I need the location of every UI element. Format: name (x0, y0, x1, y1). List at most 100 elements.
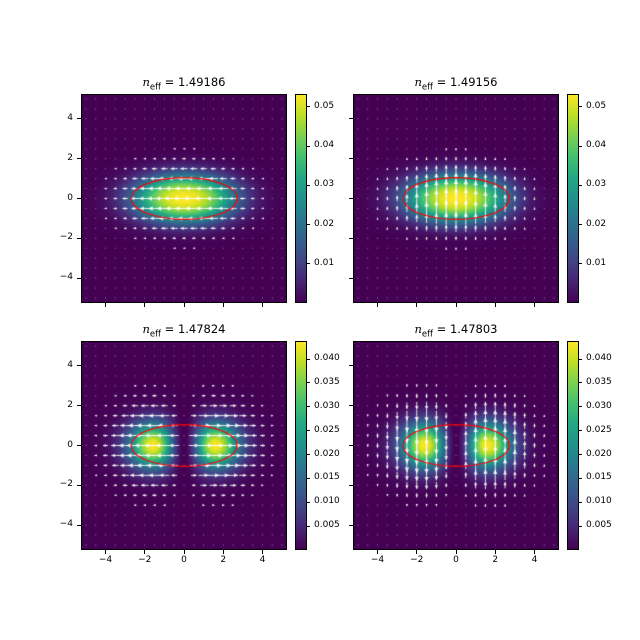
x-tick-label: 2 (220, 555, 227, 565)
tick-mark (307, 525, 310, 527)
colorbar-tick-label: 0.005 (314, 520, 340, 531)
colorbar-tick-label: 0.035 (586, 376, 612, 387)
tick-mark (105, 550, 107, 554)
y-tick-label: 4 (67, 112, 73, 123)
tick-mark (144, 303, 146, 307)
tick-mark (77, 524, 81, 526)
tick-mark (416, 550, 418, 554)
colorbar-tick-label: 0.04 (586, 140, 607, 151)
colorbar-gradient-canvas (567, 94, 579, 303)
x-tick-label: 4 (531, 555, 538, 565)
title-variable: n (414, 75, 422, 89)
tick-mark (77, 198, 81, 199)
colorbar-gradient-canvas (567, 341, 579, 550)
colorbar-tick-label: 0.02 (586, 218, 607, 229)
tick-mark (307, 358, 310, 360)
colorbar-tick-label: 0.025 (314, 424, 340, 435)
colorbar-tick-label: 0.015 (314, 472, 340, 483)
plot-title: neff = 1.47803 (313, 322, 599, 339)
colorbar-tick-label: 0.010 (314, 496, 340, 507)
y-tick-label: −2 (59, 479, 73, 490)
title-value: = 1.47803 (433, 322, 498, 336)
tick-mark (455, 550, 457, 554)
tick-mark (307, 430, 310, 432)
colorbar: 0.05 0.04 0.03 0.02 0.01 (295, 94, 334, 303)
tick-mark (579, 224, 582, 226)
title-variable: n (142, 75, 150, 89)
colorbar-tick-label: 0.040 (586, 353, 612, 364)
y-tick-label: −2 (59, 232, 73, 243)
tick-mark (349, 237, 353, 239)
colorbar: 0.040 0.035 0.030 0.025 0.020 0.015 0.010 0.005 (567, 341, 612, 550)
tick-mark (579, 454, 582, 456)
tick-mark (349, 405, 353, 407)
plot-title: neff = 1.49156 (313, 75, 599, 92)
x-tick-label: 2 (492, 555, 499, 565)
colorbar-tick-label: 0.01 (314, 257, 335, 268)
colorbar-tick-label: 0.03 (314, 179, 335, 190)
colorbar-tick-label: 0.010 (586, 496, 612, 507)
colorbar-tick-label: 0.040 (314, 353, 340, 364)
tick-mark (349, 118, 353, 120)
y-tick-label: 2 (67, 152, 73, 163)
tick-mark (579, 477, 582, 479)
colorbar-tick-label: 0.01 (586, 257, 607, 268)
tick-mark (349, 365, 353, 367)
colorbar-tick-label: 0.03 (586, 179, 607, 190)
tick-mark (105, 303, 107, 307)
plot-title: neff = 1.49186 (41, 75, 327, 92)
tick-mark (307, 184, 310, 186)
title-value: = 1.47824 (161, 322, 226, 336)
title-variable: n (414, 322, 422, 336)
mode-field-heatmap-canvas (81, 341, 287, 550)
tick-mark (349, 524, 353, 526)
y-tick-label: 2 (67, 399, 73, 410)
title-value: = 1.49186 (161, 75, 226, 89)
title-subscript: eff (149, 82, 161, 93)
tick-mark (579, 263, 582, 265)
tick-mark (183, 303, 185, 307)
x-tick-label: 0 (181, 555, 187, 565)
x-tick-label: −4 (370, 555, 385, 565)
tick-mark (494, 550, 496, 554)
y-tick-label: 0 (67, 439, 73, 450)
tick-mark (77, 484, 81, 486)
tick-mark (77, 365, 81, 367)
tick-mark (261, 303, 263, 307)
colorbar-tick-label: 0.02 (314, 218, 335, 229)
tick-mark (307, 454, 310, 456)
colorbar-tick-label: 0.035 (314, 376, 340, 387)
tick-mark (77, 445, 81, 446)
tick-mark (349, 198, 353, 199)
tick-mark (579, 382, 582, 384)
tick-mark (307, 382, 310, 384)
tick-mark (455, 303, 457, 307)
mode-field-heatmap-canvas (353, 94, 559, 303)
tick-mark (349, 445, 353, 446)
colorbar-tick-label: 0.005 (586, 520, 612, 531)
colorbar-gradient-canvas (295, 94, 307, 303)
tick-mark (579, 406, 582, 408)
y-tick-label: 0 (67, 192, 73, 203)
tick-mark (222, 303, 224, 307)
tick-mark (494, 303, 496, 307)
tick-mark (533, 303, 535, 307)
tick-mark (307, 106, 310, 108)
tick-mark (307, 477, 310, 479)
tick-mark (307, 263, 310, 265)
tick-mark (307, 145, 310, 147)
tick-mark (77, 277, 81, 279)
y-tick-label: −4 (59, 519, 73, 530)
colorbar-tick-label: 0.030 (314, 400, 340, 411)
tick-mark (307, 501, 310, 503)
colorbar-tick-label: 0.015 (586, 472, 612, 483)
colorbar-tick-label: 0.05 (314, 100, 335, 111)
tick-mark (579, 525, 582, 527)
y-tick-label: −4 (59, 272, 73, 283)
tick-mark (307, 224, 310, 226)
title-subscript: eff (421, 329, 433, 340)
tick-mark (579, 358, 582, 360)
colorbar-gradient-canvas (295, 341, 307, 550)
tick-mark (349, 277, 353, 279)
